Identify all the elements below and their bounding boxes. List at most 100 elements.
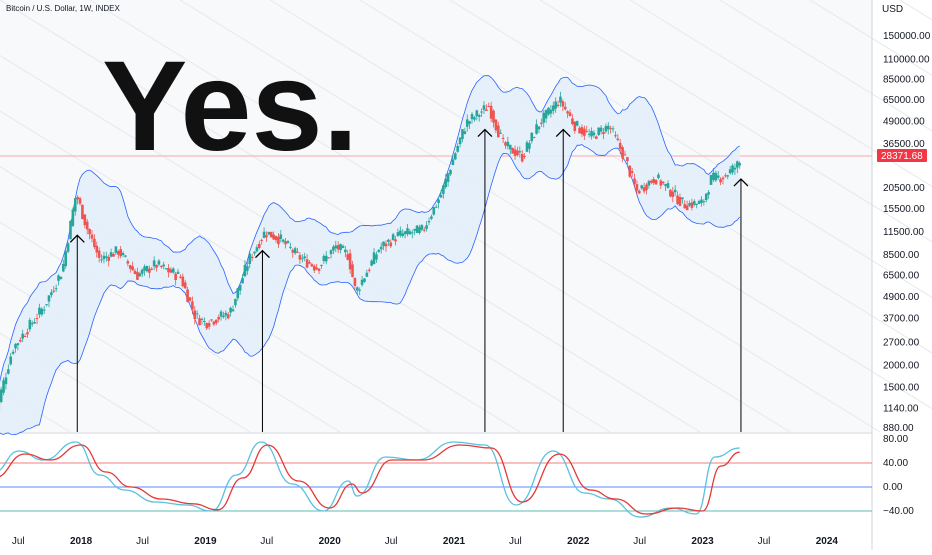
candle-body [236,288,239,298]
candle-body [540,123,543,124]
candle-body [722,178,725,180]
stoch-tick-label: −40.00 [883,506,914,517]
candle-body [291,250,294,253]
candle-body [676,196,679,204]
candle-body [631,171,634,173]
candle-body [413,229,416,231]
candle-body [234,299,237,305]
candle-body [688,203,691,205]
stoch-tick-label: 40.00 [883,458,908,469]
candle-body [220,312,223,317]
candle-body [93,239,96,247]
candle-body [428,221,431,222]
candle-body [521,154,524,162]
candle-body [609,128,612,129]
candle-body [134,271,137,274]
candle-body [268,232,271,235]
candle-body [275,236,278,240]
candle-body [258,244,261,248]
candle-body [617,139,620,140]
candle-body [585,131,588,132]
time-tick-label: 2020 [319,536,342,547]
price-tick-label: 1500.00 [883,382,920,393]
candle-body [107,257,110,261]
candle-body [507,142,510,147]
candle-body [430,217,433,219]
candle-body [62,264,65,271]
candle-body [385,244,388,247]
candle-body [363,279,366,282]
candle-body [337,245,340,249]
candle-body [478,115,481,117]
candle-body [260,240,263,241]
candle-body [327,257,330,258]
candle-body [129,265,132,268]
candle-body [162,265,165,267]
candle-body [710,175,713,185]
candle-body [308,262,311,264]
candle-body [150,269,153,270]
candle-body [442,185,445,193]
candle-body [545,110,548,119]
candle-body [588,134,591,135]
candle-body [655,180,658,185]
candle-body [248,254,251,264]
candle-body [476,110,479,116]
price-axis: 150000.00110000.0085000.0065000.0049000.… [883,31,931,517]
candle-body [320,265,323,266]
candle-body [7,369,10,373]
candle-body [38,308,41,315]
candle-body [72,210,75,226]
candle-body [330,250,333,254]
candle-body [256,247,259,251]
candle-body [698,201,701,204]
candle-body [645,185,648,190]
candle-body [272,235,275,240]
candle-body [717,175,720,177]
candle-body [184,282,187,288]
candle-body [526,142,529,151]
candle-body [241,278,244,283]
candle-body [289,247,292,248]
candle-body [119,249,122,256]
candle-body [45,304,48,305]
candle-body [595,136,598,138]
candle-body [492,111,495,123]
time-tick-label: 2021 [443,536,466,547]
candle-body [715,173,718,181]
price-tick-label: 15500.00 [883,204,925,215]
candle-body [368,270,371,271]
candle-body [679,197,682,206]
price-axis-unit: USD [882,4,903,15]
candle-body [657,175,660,178]
candle-body [375,255,378,260]
stoch-tick-label: 80.00 [883,434,908,445]
candle-body [57,275,60,280]
candle-body [198,318,201,325]
price-tag-value: 28371.68 [881,151,923,162]
candle-body [480,112,483,113]
candle-body [24,336,27,337]
candle-body [117,251,120,254]
candle-body [530,133,533,141]
candle-body [265,235,268,237]
candle-body [141,270,144,274]
candle-body [361,280,364,285]
candle-body [495,120,498,131]
candle-body [76,197,79,199]
candle-body [466,119,469,126]
candle-body [110,252,113,256]
candle-body [143,266,146,270]
candle-body [182,277,185,287]
candle-body [325,256,328,262]
candle-body [643,187,646,191]
candle-body [153,260,156,266]
candle-body [43,310,46,311]
candle-body [418,227,421,233]
candle-body [67,243,70,251]
price-tick-label: 49000.00 [883,116,925,127]
candle-body [2,380,5,392]
candle-body [358,290,361,291]
